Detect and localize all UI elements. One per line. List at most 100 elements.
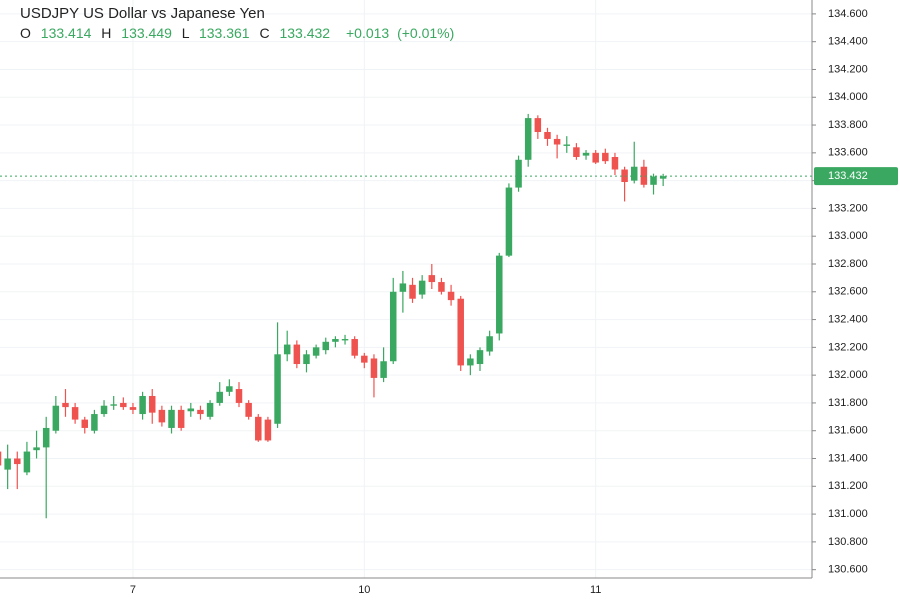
candle-body <box>496 255 503 334</box>
y-tick-label: 133.200 <box>828 202 868 214</box>
candle-body <box>524 118 532 160</box>
candle-body <box>71 407 79 420</box>
y-tick-label: 131.800 <box>828 397 868 409</box>
y-tick-label: 134.600 <box>828 8 868 20</box>
candle-body <box>447 291 455 301</box>
candle-body <box>467 358 474 366</box>
candle-body <box>659 176 667 179</box>
candle-body <box>534 118 542 132</box>
candle-body <box>332 339 339 342</box>
candle-body <box>573 147 580 158</box>
y-tick-label: 134.400 <box>828 36 868 48</box>
candle-body <box>33 447 40 451</box>
y-tick-label: 133.800 <box>828 119 868 131</box>
candle-body <box>351 339 358 356</box>
legend-value: 133.432 <box>279 25 330 41</box>
x-tick-label: 11 <box>590 584 601 596</box>
candle-body <box>428 275 436 283</box>
candle-body <box>42 427 50 448</box>
candle-body <box>158 409 166 423</box>
candle-body <box>409 284 416 299</box>
candle-body <box>168 409 175 428</box>
legend-value: 133.449 <box>121 25 172 41</box>
y-tick-label: 131.200 <box>828 480 868 492</box>
candle-body <box>264 419 272 441</box>
candle-body <box>206 402 214 417</box>
candle-body <box>274 354 281 424</box>
candle-body <box>380 361 387 378</box>
candle-body <box>476 350 484 365</box>
legend-label: C <box>259 25 269 41</box>
candle-body <box>0 451 2 466</box>
candle-body <box>81 419 89 428</box>
y-tick-label: 131.600 <box>828 425 868 437</box>
candle-body <box>486 336 493 352</box>
candle-body <box>187 408 195 412</box>
candle-body <box>245 402 252 417</box>
candle-body <box>120 402 127 408</box>
x-tick-label: 10 <box>358 584 370 596</box>
candle-body <box>14 458 21 465</box>
y-tick-label: 131.000 <box>828 508 868 520</box>
candle-body <box>630 166 638 181</box>
y-tick-label: 132.200 <box>828 341 868 353</box>
y-tick-label: 130.600 <box>828 564 868 576</box>
candle-body <box>361 355 368 363</box>
y-tick-label: 132.800 <box>828 258 868 270</box>
candle-body <box>23 451 31 473</box>
candle-body <box>139 395 146 415</box>
candle-body <box>650 176 657 185</box>
y-tick-label: 132.400 <box>828 313 868 325</box>
legend-value: 133.414 <box>41 25 92 41</box>
legend-label: H <box>101 25 111 41</box>
candle-body <box>312 347 320 356</box>
candle-body <box>52 405 60 431</box>
candle-body <box>235 389 243 403</box>
candle-body <box>129 407 137 410</box>
legend-label: L <box>182 25 190 41</box>
y-tick-label: 131.400 <box>828 452 868 464</box>
legend-change-pct: (+0.01%) <box>397 25 454 41</box>
candle-body <box>4 458 11 470</box>
ohlc-legend: O 133.414 H 133.449 L 133.361 C 133.432 … <box>20 25 454 41</box>
candle-body <box>148 395 156 413</box>
x-tick-label: 7 <box>130 584 136 596</box>
legend-change: +0.013 <box>346 25 389 41</box>
y-tick-label: 133.000 <box>828 230 868 242</box>
candle-body <box>389 291 397 362</box>
last-price-badge <box>814 167 898 186</box>
candle-body <box>582 152 590 156</box>
y-tick-label: 130.800 <box>828 536 868 548</box>
y-tick-label: 134.200 <box>828 63 868 75</box>
candle-body <box>283 344 291 355</box>
candle-body <box>418 280 426 295</box>
candle-body <box>226 386 233 392</box>
candle-body <box>177 409 185 428</box>
candle-body <box>197 409 204 415</box>
y-tick-label: 132.600 <box>828 286 868 298</box>
candle-body <box>110 404 117 406</box>
candle-body <box>621 169 628 183</box>
candle-body <box>592 152 599 163</box>
y-tick-label: 132.000 <box>828 369 868 381</box>
candle-body <box>505 187 513 256</box>
candle-body <box>640 166 648 185</box>
candle-body <box>341 339 349 341</box>
candle-body <box>515 159 522 188</box>
y-tick-label: 133.600 <box>828 147 868 159</box>
candle-body <box>457 298 464 366</box>
candle-body <box>255 416 262 441</box>
candle-body <box>62 402 69 408</box>
candle-body <box>216 391 223 403</box>
candle-body <box>611 157 619 170</box>
candle-body <box>322 341 330 351</box>
chart-title: USDJPY US Dollar vs Japanese Yen <box>20 5 265 22</box>
legend-label: O <box>20 25 31 41</box>
last-price-label: 133.432 <box>828 170 868 182</box>
candle-body <box>602 152 609 162</box>
candle-body <box>563 144 571 146</box>
candle-body <box>293 344 301 365</box>
candle-body <box>303 354 310 365</box>
y-tick-label: 134.000 <box>828 91 868 103</box>
